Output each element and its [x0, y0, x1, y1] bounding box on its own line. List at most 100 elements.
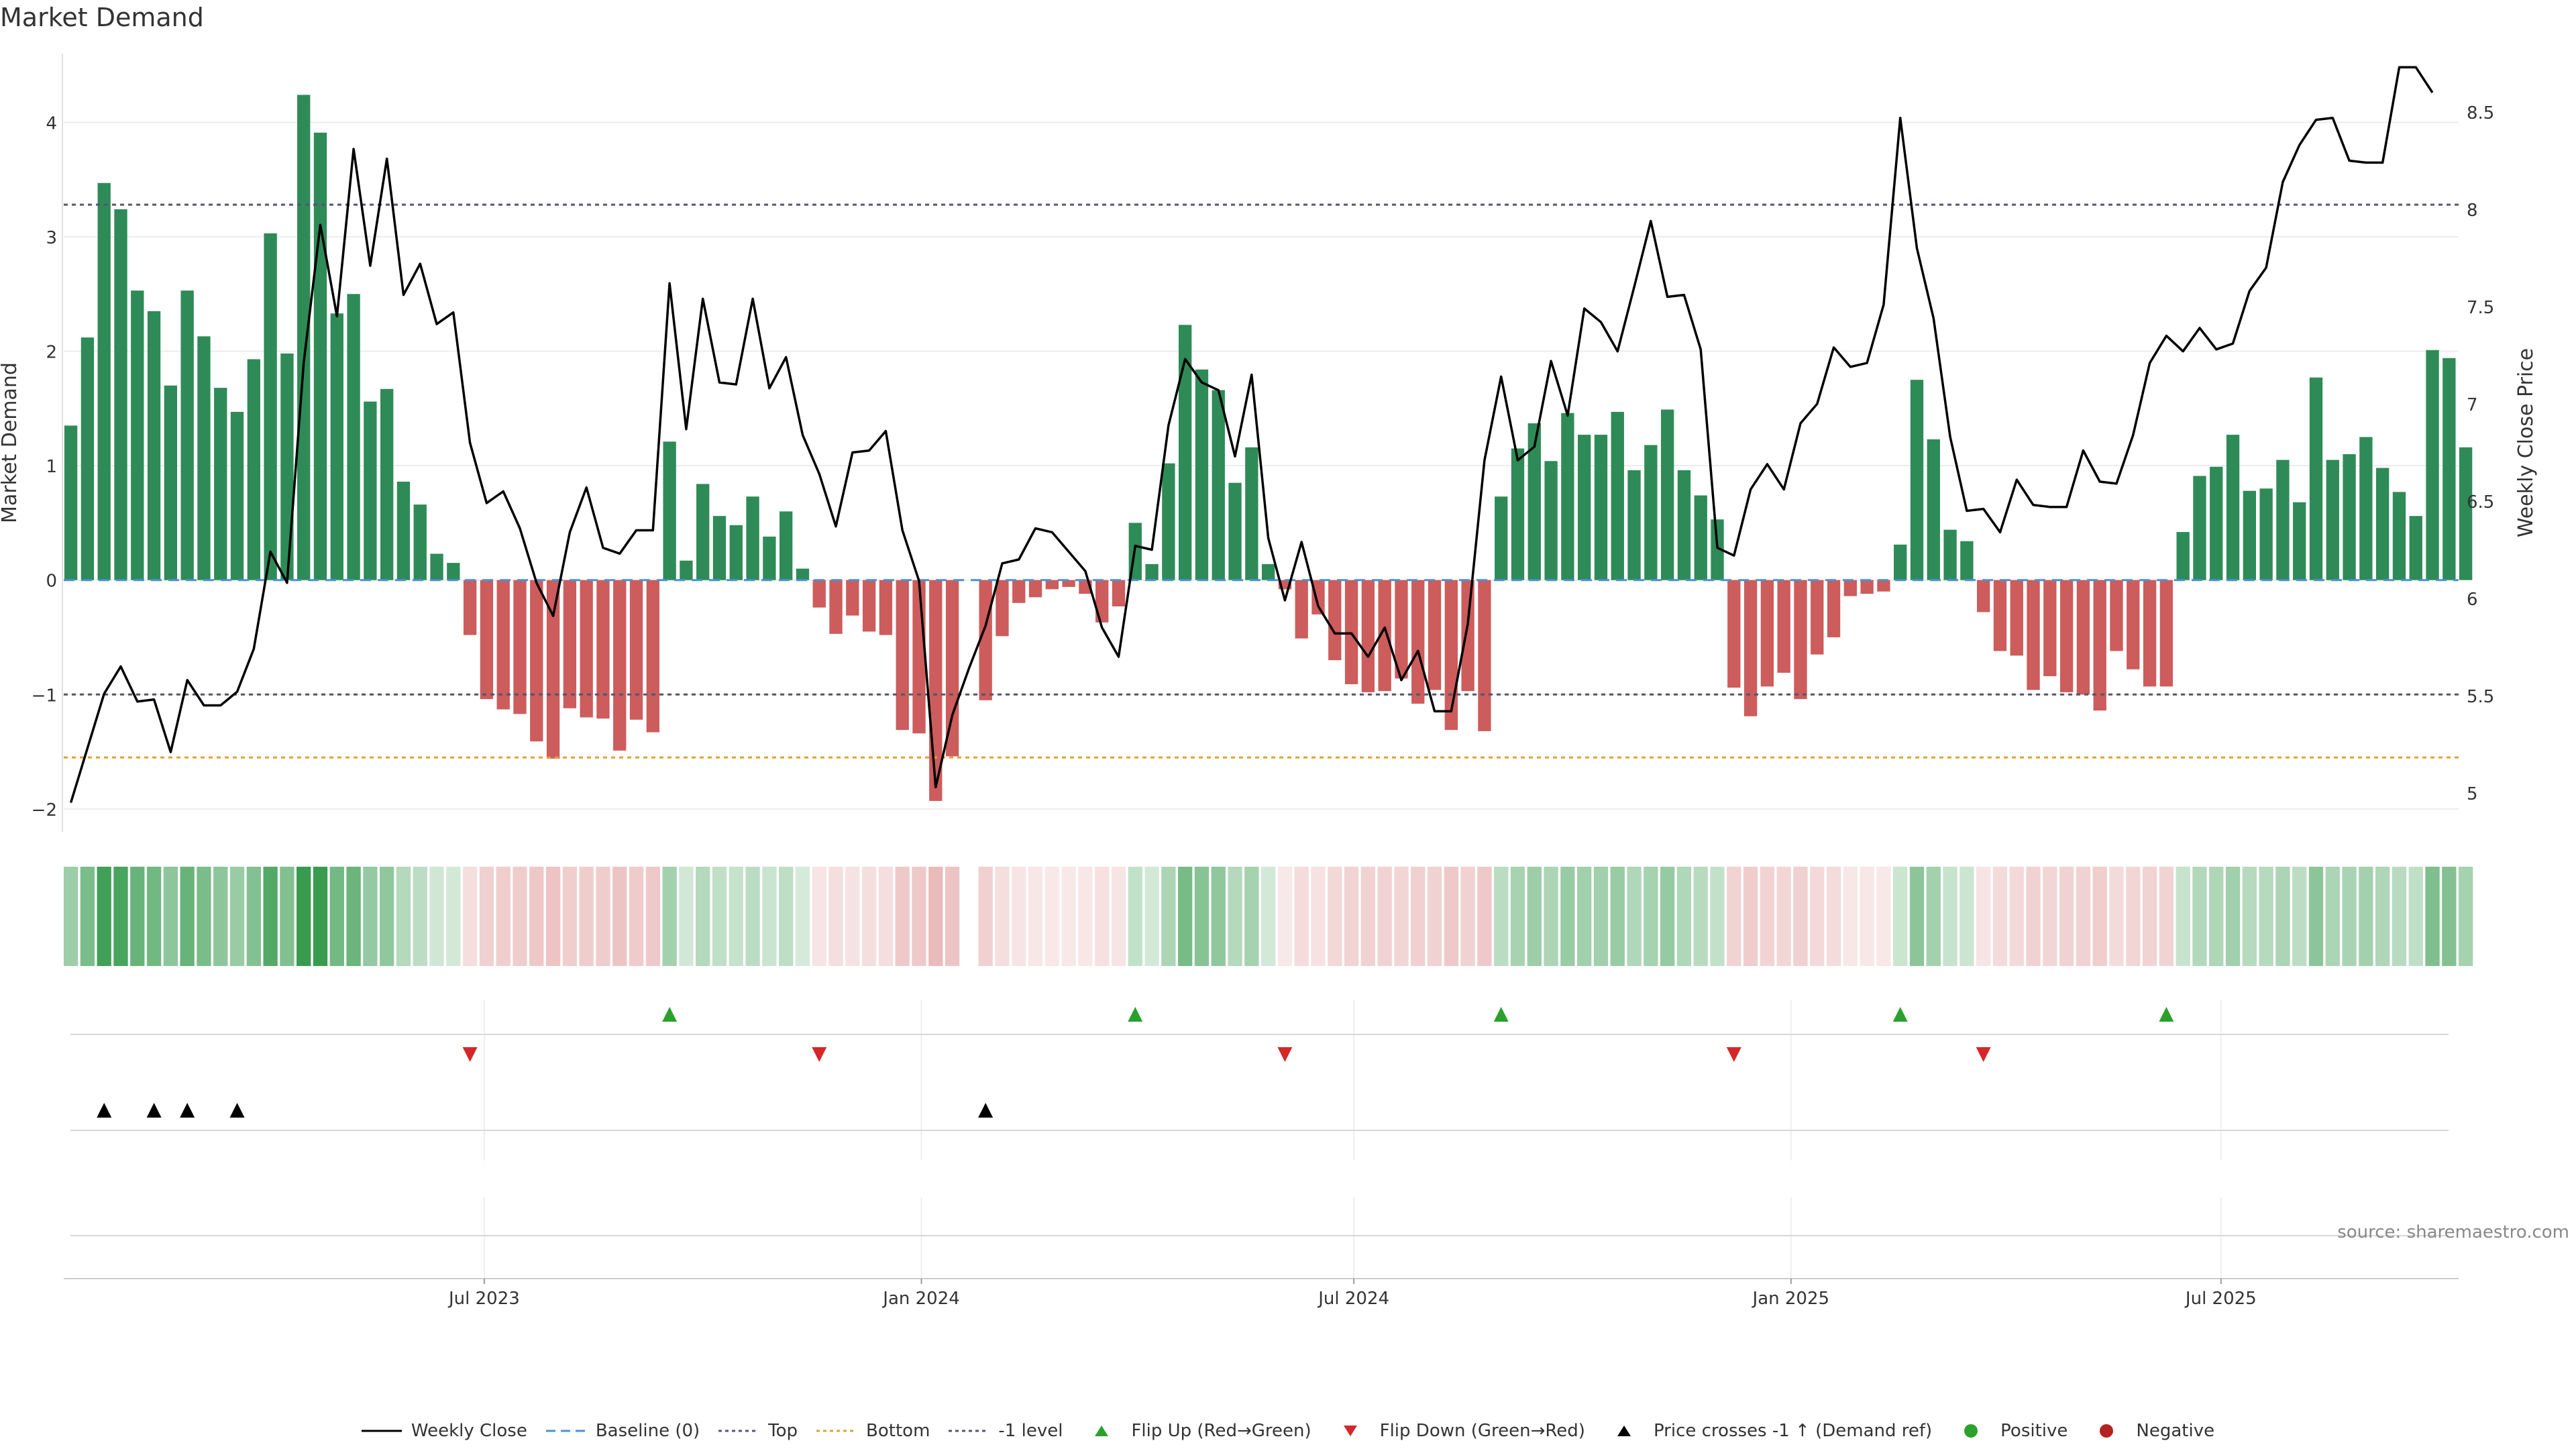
heat-cell [1710, 867, 1725, 966]
heat-cell [762, 867, 777, 966]
demand-bar [1395, 580, 1408, 679]
heat-cell [1427, 867, 1442, 966]
heat-cell [1061, 867, 1076, 966]
demand-bar [2259, 488, 2273, 580]
heat-cell [679, 867, 694, 966]
flip-up-marker [2159, 1007, 2174, 1022]
demand-bar [480, 580, 494, 700]
level-lines [64, 203, 2459, 759]
legend-label: Flip Up (Red→Green) [1131, 1421, 1311, 1441]
legend-label: Bottom [866, 1421, 930, 1441]
demand-bar [1527, 423, 1541, 580]
heat-cell [1228, 867, 1242, 966]
grid-layer [64, 121, 2459, 1278]
heat-cell [1144, 867, 1159, 966]
demand-bar [2193, 476, 2206, 580]
heat-cell [1128, 867, 1142, 966]
demand-bar [2359, 437, 2373, 580]
demand-bar [264, 233, 277, 580]
heat-cell [1377, 867, 1392, 966]
demand-bar [1894, 544, 1907, 580]
heat-cell [313, 867, 328, 966]
legend-item-positive: Positive [1951, 1421, 2068, 1441]
axes-layer [62, 54, 2459, 1284]
legend-symbol-positive [1964, 1424, 1978, 1438]
y2-tick-label: 8 [2467, 201, 2478, 221]
heat-cell [2259, 867, 2273, 966]
y2-tick-label: 7.5 [2467, 298, 2494, 318]
demand-bar [1827, 580, 1841, 637]
demand-bar [646, 580, 660, 733]
heat-cell [1860, 867, 1874, 966]
demand-bar [1544, 461, 1558, 580]
cross-up-marker [146, 1103, 162, 1118]
demand-bar [2176, 532, 2190, 580]
heat-cell [2359, 867, 2373, 966]
demand-bar [1694, 495, 1707, 580]
demand-bar [430, 553, 443, 580]
demand-bar [1960, 541, 1974, 580]
flip-down-marker [1976, 1047, 1991, 1062]
demand-bar [846, 580, 859, 616]
heat-cell [1793, 867, 1808, 966]
heat-cell [1760, 867, 1775, 966]
demand-bar [546, 580, 560, 759]
demand-bar [1478, 580, 1491, 731]
y-tick-label: 0 [46, 572, 57, 592]
demand-bar [1777, 580, 1790, 673]
demand-bar [64, 425, 78, 580]
demand-bar [1627, 470, 1641, 580]
heat-cell [1544, 867, 1558, 966]
demand-bar [463, 580, 477, 635]
demand-bar [1295, 580, 1308, 639]
heat-cell [745, 867, 760, 966]
demand-bar [347, 294, 360, 580]
heat-cell [63, 867, 78, 966]
heat-cell [329, 867, 344, 966]
heat-cell [1826, 867, 1841, 966]
cross-up-marker [97, 1103, 112, 1118]
legend-symbol-cross [1617, 1426, 1631, 1436]
heat-cell [146, 867, 162, 966]
heat-cell [861, 867, 877, 966]
heat-cell [1078, 867, 1093, 966]
heat-cell [2275, 867, 2290, 966]
demand-bar [2210, 466, 2223, 580]
heat-cell [180, 867, 195, 966]
legend-symbol-minus1 [949, 1430, 989, 1432]
demand-bar [1028, 580, 1042, 598]
demand-bar [280, 353, 294, 580]
flip-down-marker [1726, 1047, 1741, 1062]
y-tick-label: 3 [46, 228, 57, 248]
heat-cell [928, 867, 943, 966]
demand-bar [2043, 580, 2057, 676]
legend-label: Price crosses -1 ↑ (Demand ref) [1653, 1421, 1933, 1441]
legend-label: Weekly Close [411, 1421, 527, 1441]
heat-cell [1260, 867, 1276, 966]
heat-cell [446, 867, 461, 966]
demand-bar [2276, 460, 2290, 580]
heat-cell [978, 867, 993, 966]
heat-cell [1577, 867, 1592, 966]
demand-bar [396, 482, 411, 580]
y2-tick-label: 8.5 [2467, 103, 2494, 123]
heat-cell [1344, 867, 1359, 966]
heat-cell [878, 867, 894, 966]
demand-bar [447, 563, 460, 580]
heat-cell [130, 867, 145, 966]
heat-cell [2392, 867, 2407, 966]
heat-cell [1111, 867, 1126, 966]
heat-cell [1360, 867, 1376, 966]
demand-bar [2409, 516, 2422, 580]
demand-bar [2309, 377, 2323, 580]
heat-cell [1560, 867, 1575, 966]
y-tick-label: 4 [46, 113, 57, 133]
demand-bar [1195, 369, 1209, 580]
demand-bar [1428, 580, 1442, 690]
heat-cell [828, 867, 843, 966]
heat-cell [1810, 867, 1825, 966]
demand-bar [663, 441, 676, 580]
legend-item-cross: Price crosses -1 ↑ (Demand ref) [1604, 1421, 1932, 1441]
y2-tick-label: 6 [2467, 590, 2478, 610]
demand-bar [1411, 580, 1425, 704]
